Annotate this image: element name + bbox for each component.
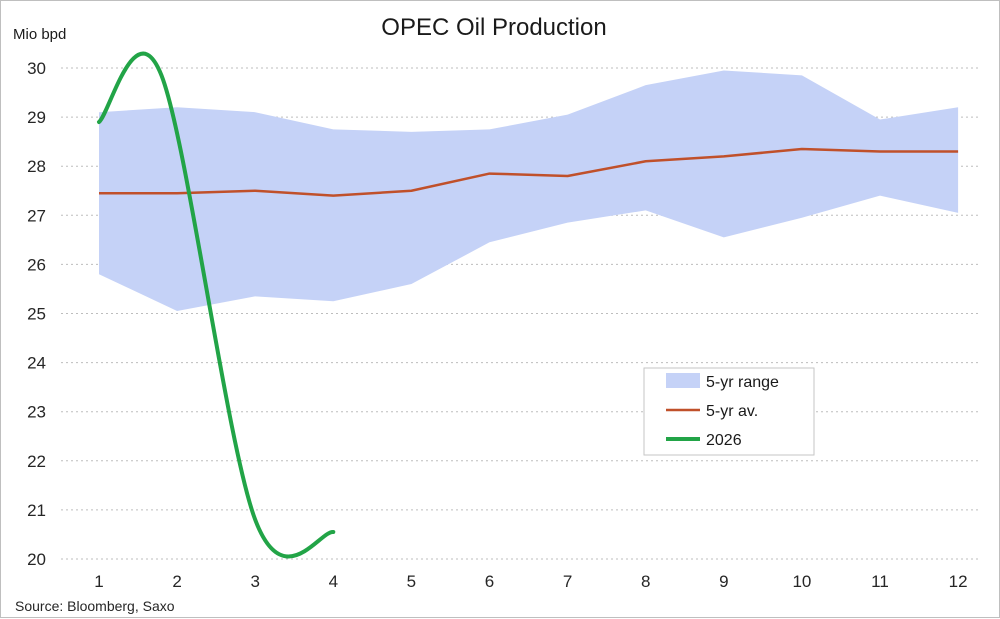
x-tick-label: 2 bbox=[172, 572, 181, 591]
legend-label-avg: 5-yr av. bbox=[706, 403, 758, 420]
series-line-5yr-avg bbox=[99, 147, 959, 197]
y-axis-unit-label: Mio bpd bbox=[13, 26, 66, 43]
y-tick-label: 23 bbox=[27, 403, 46, 422]
x-tick-label: 5 bbox=[407, 572, 416, 591]
x-tick-label: 8 bbox=[641, 572, 650, 591]
x-tick-labels: 1 2 3 4 5 6 7 8 9 10 11 12 bbox=[94, 572, 967, 591]
x-tick-label: 7 bbox=[563, 572, 572, 591]
range-band-layer bbox=[99, 70, 959, 312]
y-tick-label: 24 bbox=[27, 354, 46, 373]
y-tick-label: 27 bbox=[27, 206, 46, 225]
series-line-layer bbox=[97, 51, 959, 559]
y-tick-label: 20 bbox=[27, 550, 46, 569]
legend-label-range: 5-yr range bbox=[706, 374, 779, 391]
y-tick-label: 25 bbox=[27, 305, 46, 324]
legend-swatch-range bbox=[666, 373, 700, 388]
legend-label-2026: 2026 bbox=[706, 432, 742, 449]
x-tick-label: 4 bbox=[329, 572, 338, 591]
chart-title: OPEC Oil Production bbox=[381, 14, 606, 41]
x-tick-label: 10 bbox=[792, 572, 811, 591]
x-tick-label: 3 bbox=[250, 572, 259, 591]
x-tick-label: 1 bbox=[94, 572, 103, 591]
range-band bbox=[99, 70, 959, 312]
x-tick-label: 9 bbox=[719, 572, 728, 591]
y-tick-label: 21 bbox=[27, 501, 46, 520]
y-tick-labels: 20 21 22 23 24 25 26 27 28 29 30 bbox=[27, 59, 46, 569]
x-tick-label: 12 bbox=[949, 572, 968, 591]
y-tick-label: 22 bbox=[27, 452, 46, 471]
series-line-2026 bbox=[97, 51, 336, 559]
y-tick-label: 28 bbox=[27, 157, 46, 176]
y-tick-label: 29 bbox=[27, 108, 46, 127]
legend: 5-yr range 5-yr av. 2026 bbox=[643, 367, 815, 456]
y-tick-label: 30 bbox=[27, 59, 46, 78]
y-tick-label: 26 bbox=[27, 255, 46, 274]
source-note: Source: Bloomberg, Saxo bbox=[15, 598, 175, 614]
x-tick-label: 6 bbox=[485, 572, 494, 591]
x-tick-label: 11 bbox=[871, 572, 889, 591]
